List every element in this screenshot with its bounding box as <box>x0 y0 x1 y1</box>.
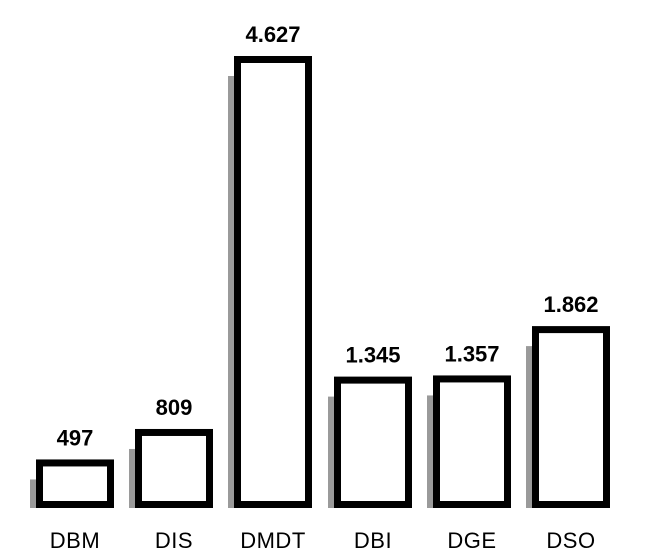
tick-label-dbm: DBM <box>50 528 100 553</box>
tick-label-dis: DIS <box>155 528 193 553</box>
bar-dbi <box>334 376 412 508</box>
bars-group <box>30 56 610 508</box>
bar-dmdt <box>234 56 312 508</box>
data-label-dso: 1.862 <box>543 292 598 317</box>
data-label-dge: 1.357 <box>444 341 499 366</box>
category-ticks-group: DBM DIS DMDT DBI DGE DSO <box>50 528 595 553</box>
data-label-dis: 809 <box>156 395 193 420</box>
bar-dge <box>433 375 511 508</box>
data-label-dbi: 1.345 <box>345 343 400 368</box>
data-label-dbm: 497 <box>57 425 94 450</box>
bar-dso <box>532 326 610 508</box>
tick-label-dso: DSO <box>546 528 595 553</box>
tick-label-dmdt: DMDT <box>240 528 306 553</box>
bar-dbm <box>36 459 114 508</box>
tick-label-dge: DGE <box>447 528 496 553</box>
tick-label-dbi: DBI <box>354 528 392 553</box>
bar-dis <box>135 428 213 508</box>
data-label-dmdt: 4.627 <box>245 22 300 47</box>
data-labels-group: 497 809 4.627 1.345 1.357 1.862 <box>57 22 599 450</box>
